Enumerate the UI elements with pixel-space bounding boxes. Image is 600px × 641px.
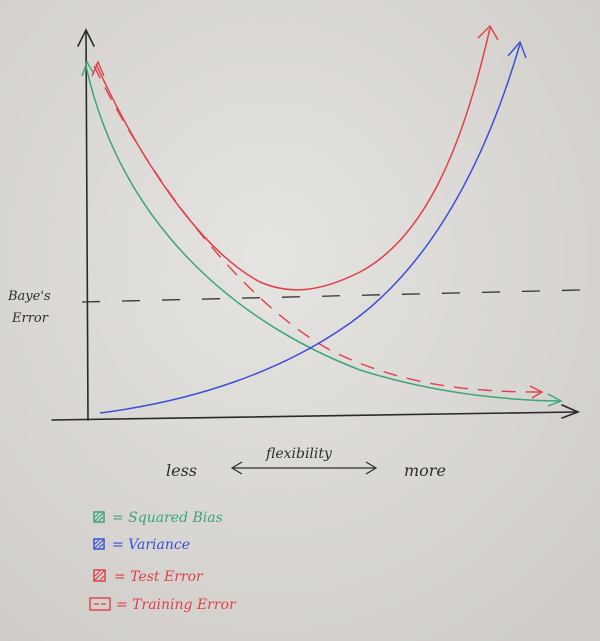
less-label: less xyxy=(166,461,197,480)
squared-bias-arrowhead xyxy=(547,393,563,407)
y-axis-arrowhead xyxy=(77,28,95,47)
legend-label-test-error: = Test Error xyxy=(114,569,204,585)
variance-curve xyxy=(99,43,521,414)
legend-label-training-error: = Training Error xyxy=(116,597,237,613)
more-label: more xyxy=(404,461,446,480)
legend-swatch-variance xyxy=(93,538,105,550)
x-axis xyxy=(51,411,576,421)
flexibility-label: flexibility xyxy=(265,446,333,462)
test-error-top-arrowhead xyxy=(91,60,105,77)
legend-item-variance: = Variance xyxy=(93,537,190,553)
legend-label-variance: = Variance xyxy=(112,537,190,553)
x-axis-arrowhead xyxy=(561,404,581,419)
training-error-arrowhead xyxy=(529,385,544,399)
legend-label-squared-bias: = Squared Bias xyxy=(112,510,223,526)
bayes-error-label-line2: Error xyxy=(11,311,49,326)
legend: = Squared Bias = Variance = Test Error =… xyxy=(89,510,237,613)
legend-item-test-error: = Test Error xyxy=(93,569,204,585)
squared-bias-curve xyxy=(85,65,561,402)
axes xyxy=(51,28,581,421)
legend-item-training-error: = Training Error xyxy=(89,597,237,613)
flexibility-double-arrow xyxy=(230,461,378,475)
variance-arrowhead xyxy=(507,40,527,59)
bayes-error-line xyxy=(81,289,581,303)
test-error-curve xyxy=(95,27,491,291)
bayes-error-label-line1: Baye's xyxy=(7,289,51,304)
legend-item-squared-bias: = Squared Bias xyxy=(93,510,223,526)
legend-swatch-training-error xyxy=(89,597,111,611)
squared-bias-top-arrowhead xyxy=(81,60,95,77)
y-axis xyxy=(85,29,89,421)
legend-swatch-squared-bias xyxy=(93,511,105,523)
test-error-right-arrowhead xyxy=(477,24,499,41)
legend-swatch-test-error xyxy=(93,569,106,582)
